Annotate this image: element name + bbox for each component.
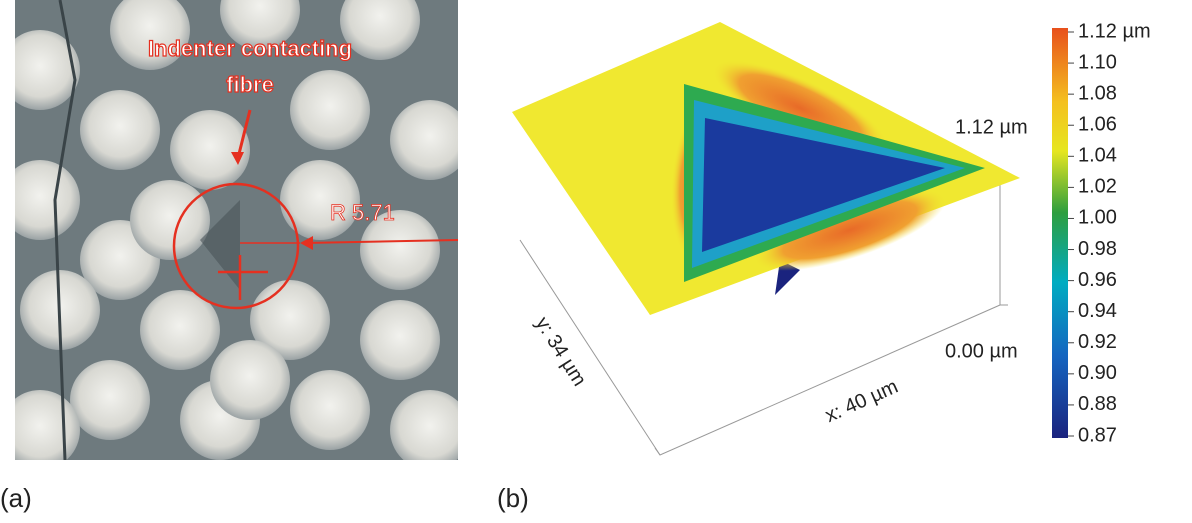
panel-label: (a) (0, 483, 32, 513)
colorbar-label: 0.96 (1078, 269, 1117, 291)
fibre (210, 340, 290, 420)
colorbar-label: 1.12 µm (1078, 20, 1151, 42)
panel-label: (b) (497, 483, 529, 513)
z-label: 0.00 µm (945, 340, 1018, 362)
annotation: fibre (226, 72, 274, 97)
fibre (0, 160, 80, 240)
micrograph (0, 0, 470, 470)
x-axis-label: x: 40 µm (822, 376, 901, 427)
y-axis-label: y: 34 µm (531, 313, 591, 390)
fibre (70, 360, 150, 440)
colorbar-label: 0.88 (1078, 393, 1117, 415)
colorbar (1052, 28, 1068, 438)
colorbar-label: 1.02 (1078, 176, 1117, 198)
fibre (290, 70, 370, 150)
colorbar-label: 1.10 (1078, 51, 1117, 73)
measurement: R 5.71 (330, 200, 395, 225)
fibre (130, 180, 210, 260)
colorbar-label: 1.00 (1078, 207, 1117, 229)
z-label: 1.12 µm (955, 116, 1028, 138)
annotation: Indenter contacting (148, 36, 352, 61)
fibre (170, 110, 250, 190)
colorbar-label: 0.90 (1078, 362, 1117, 384)
colorbar-label: 0.94 (1078, 300, 1117, 322)
colorbar-label: 1.06 (1078, 114, 1117, 136)
fibre (290, 370, 370, 450)
colorbar-label: 1.04 (1078, 145, 1117, 167)
fibre (0, 390, 80, 470)
fibre (80, 90, 160, 170)
fibre (390, 100, 470, 180)
colorbar-label: 0.87 (1078, 424, 1117, 446)
fibre (360, 300, 440, 380)
fibre (390, 390, 470, 470)
colorbar-label: 1.08 (1078, 82, 1117, 104)
colorbar-label: 0.98 (1078, 238, 1117, 260)
figure: Indenter contacting fibre R 5.71 (a) 1.1… (0, 0, 1192, 518)
colorbar-label: 0.92 (1078, 331, 1117, 353)
